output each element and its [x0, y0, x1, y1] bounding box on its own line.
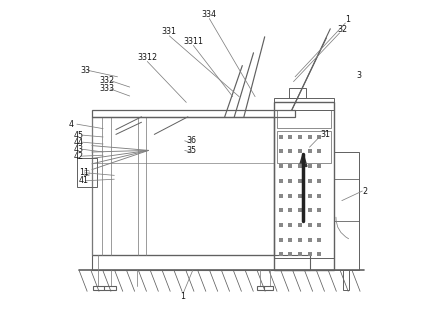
Text: 44: 44 — [74, 138, 84, 147]
Bar — [277, 110, 331, 128]
Bar — [343, 270, 349, 290]
Text: 1: 1 — [346, 15, 350, 24]
Text: 42: 42 — [74, 152, 84, 161]
Text: 35: 35 — [187, 146, 196, 155]
Text: 333: 333 — [100, 84, 115, 93]
Text: 11: 11 — [79, 168, 89, 177]
Bar — [277, 131, 331, 163]
Text: 1: 1 — [181, 292, 186, 301]
Bar — [289, 88, 306, 98]
Text: 32: 32 — [338, 25, 347, 34]
Bar — [256, 286, 273, 290]
Text: 334: 334 — [202, 10, 217, 19]
Bar — [274, 98, 334, 110]
Text: 31: 31 — [320, 130, 330, 139]
Text: 332: 332 — [100, 76, 115, 85]
Text: 料框: 料框 — [84, 170, 90, 176]
Text: 3312: 3312 — [137, 53, 157, 62]
Text: 36: 36 — [187, 136, 196, 145]
Bar — [334, 152, 359, 270]
Bar — [93, 286, 116, 290]
Bar — [92, 255, 310, 270]
Bar — [274, 102, 334, 270]
Text: 3: 3 — [357, 71, 361, 80]
Text: 331: 331 — [162, 28, 177, 36]
Bar — [77, 158, 97, 187]
Text: 43: 43 — [74, 145, 84, 154]
Text: 45: 45 — [74, 131, 84, 140]
Text: 33: 33 — [81, 66, 91, 75]
Bar — [274, 258, 334, 270]
Text: 41: 41 — [79, 176, 89, 185]
Bar — [92, 110, 295, 117]
Bar — [92, 117, 274, 255]
Text: 3311: 3311 — [183, 37, 203, 46]
Text: 4: 4 — [69, 120, 74, 129]
Bar — [334, 179, 359, 221]
Text: 2: 2 — [362, 188, 367, 196]
Polygon shape — [299, 154, 307, 166]
